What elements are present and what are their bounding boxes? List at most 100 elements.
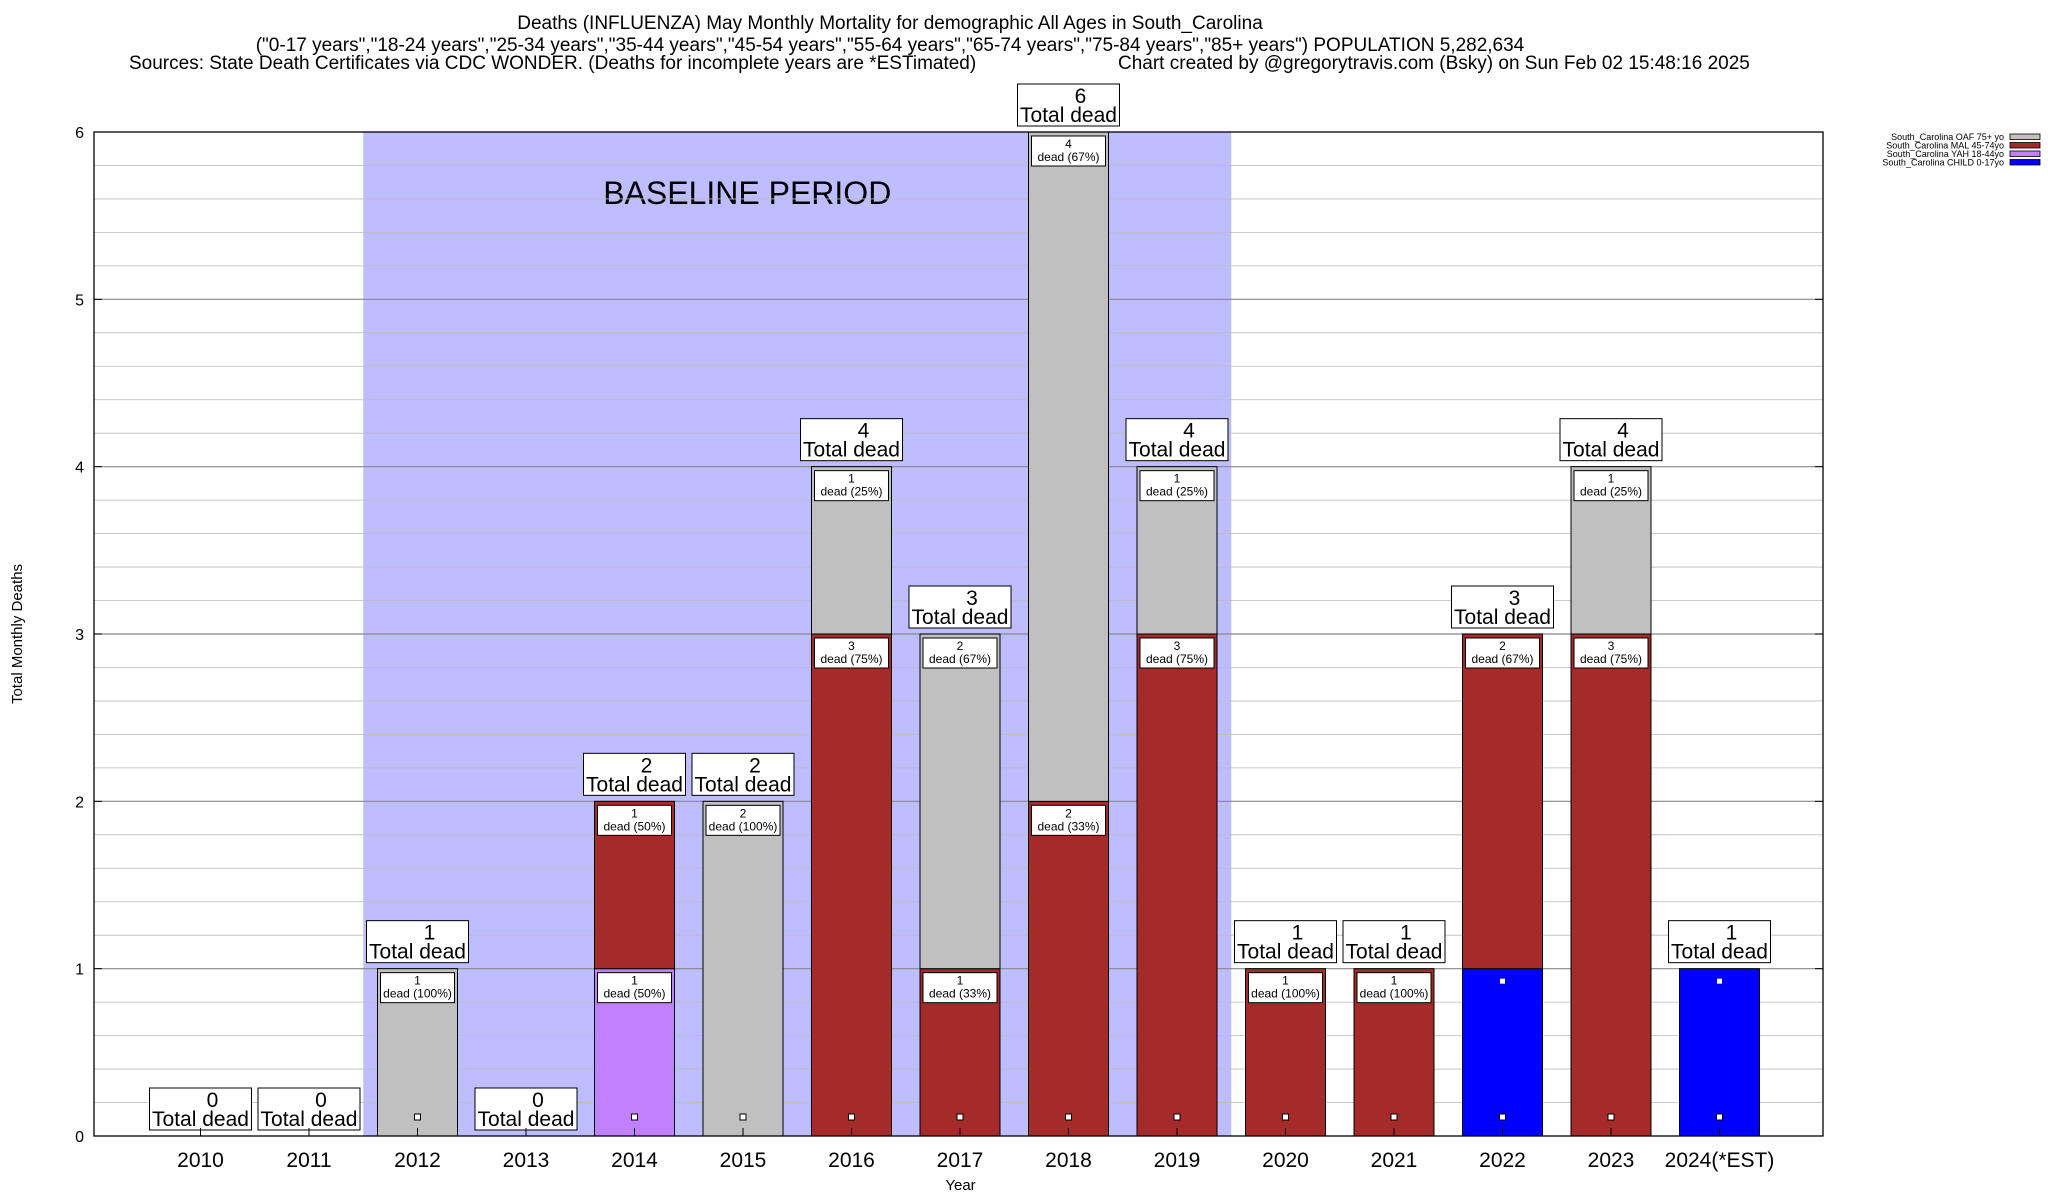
x-marker [956, 1113, 964, 1121]
x-tick-label: 2024(*EST) [1665, 1149, 1775, 1172]
legend-label: South_Carolina MAL 45-74yo [1886, 141, 2004, 151]
total-label-box [583, 752, 686, 796]
segment-label-pct: dead (25%) [1146, 485, 1208, 499]
x-marker [1390, 1113, 1398, 1121]
x-axis-label: Year [945, 1177, 975, 1194]
segment-label-box [597, 804, 672, 836]
total-label-text: Total dead [261, 1108, 358, 1131]
total-label-text: Total dead [1237, 941, 1334, 964]
segment-label-box [597, 972, 672, 1004]
x-marker [1173, 1113, 1181, 1121]
x-marker [414, 1113, 421, 1121]
total-label-box [691, 752, 795, 796]
total-label-box [1342, 920, 1446, 964]
total-label-box [1451, 585, 1554, 629]
x-tick-label: 2019 [1154, 1149, 1201, 1172]
total-label-text: Total dead [1020, 104, 1117, 127]
segment-label-count: 1 [1282, 974, 1289, 988]
bar-segment [1028, 800, 1109, 1137]
x-tick-label: 2017 [937, 1149, 984, 1172]
total-label-text: Total dead [1563, 439, 1660, 462]
segment-label-count: 3 [1608, 639, 1615, 653]
legend-label: South_Carolina CHILD 0-17yo [1882, 158, 2004, 168]
segment-label-count: 1 [631, 806, 638, 820]
segment-label-count: 3 [848, 639, 855, 653]
total-label-box [1234, 920, 1337, 964]
segment-label-pct: dead (50%) [603, 819, 665, 833]
x-tick-label: 2016 [828, 1149, 875, 1172]
bar-segment [1462, 968, 1543, 1137]
segment-label-pct: dead (25%) [1580, 485, 1642, 499]
segment-label-count: 1 [1174, 472, 1181, 486]
y-tick-label: 6 [75, 125, 84, 142]
x-tick-label: 2010 [177, 1149, 224, 1172]
total-label-text: Total dead [912, 606, 1009, 629]
segment-label-pct: dead (25%) [820, 485, 882, 499]
chart-title: Deaths (INFLUENZA) May Monthly Mortality… [517, 13, 1263, 34]
segment-label-pct: dead (67%) [929, 652, 991, 666]
total-label-text: Total dead [369, 941, 466, 964]
bar-segment [919, 633, 1001, 970]
segment-marker [1500, 978, 1505, 984]
bar-segment [1136, 633, 1218, 1137]
segment-label-count: 2 [1065, 806, 1072, 820]
segment-label-pct: dead (75%) [1146, 652, 1208, 666]
segment-label-count: 1 [957, 974, 964, 988]
x-tick-label: 2020 [1262, 1149, 1309, 1172]
baseline-period-label: BASELINE PERIOD [603, 175, 891, 211]
segment-label-count: 4 [1065, 137, 1072, 151]
legend-swatch [2009, 142, 2041, 149]
segment-label-pct: dead (100%) [1251, 987, 1320, 1001]
x-marker [1065, 1113, 1072, 1121]
segment-label-pct: dead (33%) [929, 987, 991, 1001]
y-tick-label: 0 [75, 1129, 84, 1146]
segment-marker [1717, 978, 1722, 984]
y-axis-label: Total Monthly Deaths [9, 564, 26, 704]
bar-segment [811, 633, 892, 1137]
total-label-value: 1 [1292, 922, 1304, 945]
chart-sources: Sources: State Death Certificates via CD… [129, 53, 977, 74]
total-label-box [1559, 418, 1663, 462]
x-tick-label: 2013 [503, 1149, 550, 1172]
segment-label-count: 1 [1608, 472, 1615, 486]
x-marker [1499, 1113, 1506, 1121]
segment-label-count: 1 [414, 974, 421, 988]
segment-label-box [705, 804, 781, 836]
total-label-box [474, 1087, 578, 1131]
segment-label-box [1573, 637, 1649, 669]
segment-label-box [1573, 470, 1649, 502]
x-marker [848, 1113, 855, 1121]
total-label-box [908, 585, 1012, 629]
total-label-text: Total dead [478, 1108, 575, 1131]
total-label-box [149, 1087, 252, 1131]
total-label-value: 1 [1726, 922, 1738, 945]
x-tick-label: 2014 [611, 1149, 658, 1172]
segment-label-pct: dead (100%) [383, 987, 452, 1001]
total-label-box [366, 920, 469, 964]
segment-label-box [1031, 804, 1106, 836]
segment-label-box [1139, 637, 1215, 669]
total-label-value: 4 [858, 420, 870, 443]
x-marker [739, 1113, 747, 1121]
segment-label-box [814, 470, 889, 502]
y-tick-label: 3 [75, 627, 84, 644]
total-label-text: Total dead [695, 773, 792, 796]
legend-label: South_Carolina YAH 18-44yo [1887, 149, 2004, 159]
